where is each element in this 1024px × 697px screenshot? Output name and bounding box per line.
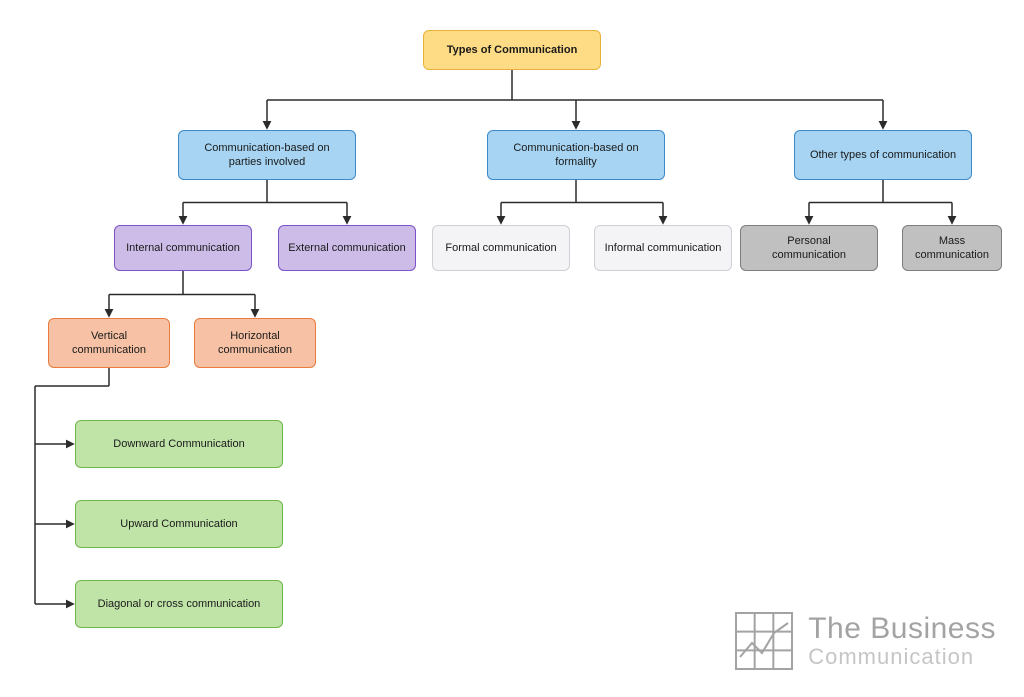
node-internal: Internal communication bbox=[114, 225, 252, 271]
node-personal: Personal communication bbox=[740, 225, 878, 271]
watermark-logo-icon bbox=[732, 609, 796, 673]
watermark-line1: The Business bbox=[808, 614, 996, 644]
node-horizontal-label: Horizontal communication bbox=[203, 329, 307, 358]
node-parties-label: Communication-based on parties involved bbox=[187, 141, 347, 170]
node-formal: Formal communication bbox=[432, 225, 570, 271]
node-other-label: Other types of communication bbox=[810, 148, 956, 162]
node-parties: Communication-based on parties involved bbox=[178, 130, 356, 180]
node-formality: Communication-based on formality bbox=[487, 130, 665, 180]
node-root: Types of Communication bbox=[423, 30, 601, 70]
node-informal: Informal communication bbox=[594, 225, 732, 271]
watermark-line2: Communication bbox=[808, 646, 996, 668]
node-mass-label: Mass communication bbox=[911, 234, 993, 263]
node-other: Other types of communication bbox=[794, 130, 972, 180]
node-horizontal: Horizontal communication bbox=[194, 318, 316, 368]
node-internal-label: Internal communication bbox=[126, 241, 240, 255]
node-personal-label: Personal communication bbox=[749, 234, 869, 263]
node-vertical-label: Vertical communication bbox=[57, 329, 161, 358]
node-diagonal-label: Diagonal or cross communication bbox=[98, 597, 261, 611]
node-formal-label: Formal communication bbox=[445, 241, 556, 255]
node-external-label: External communication bbox=[288, 241, 405, 255]
node-upward: Upward Communication bbox=[75, 500, 283, 548]
node-external: External communication bbox=[278, 225, 416, 271]
watermark: The Business Communication bbox=[732, 609, 996, 673]
node-informal-label: Informal communication bbox=[605, 241, 722, 255]
node-vertical: Vertical communication bbox=[48, 318, 170, 368]
node-root-label: Types of Communication bbox=[447, 43, 578, 57]
node-mass: Mass communication bbox=[902, 225, 1002, 271]
node-downward-label: Downward Communication bbox=[113, 437, 244, 451]
node-downward: Downward Communication bbox=[75, 420, 283, 468]
node-formality-label: Communication-based on formality bbox=[496, 141, 656, 170]
node-diagonal: Diagonal or cross communication bbox=[75, 580, 283, 628]
node-upward-label: Upward Communication bbox=[120, 517, 237, 531]
